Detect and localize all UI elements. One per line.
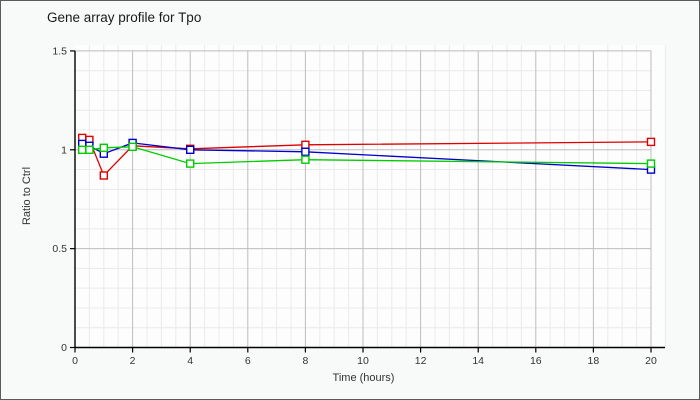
series-green-marker	[185, 159, 195, 168]
chart-title: Gene array profile for Tpo	[47, 10, 202, 25]
y-tick-label: 1.5	[52, 45, 67, 57]
y-tick-label: 0.5	[52, 243, 67, 255]
x-axis-label: Time (hours)	[332, 372, 395, 384]
series-green-marker	[85, 145, 94, 155]
x-tick-label: 8	[302, 355, 308, 367]
y-axis-label: Ratio to Ctrl	[21, 166, 33, 226]
x-tick-label: 10	[357, 355, 369, 367]
x-tick-label: 16	[530, 355, 542, 367]
y-tick-label: 1	[61, 144, 67, 156]
series-green-marker	[128, 142, 137, 152]
series-green-marker	[301, 155, 310, 164]
series-green-marker	[99, 143, 109, 153]
x-tick-label: 2	[130, 355, 136, 367]
x-tick-label: 4	[187, 355, 193, 367]
series-red-marker	[646, 137, 656, 147]
x-tick-label: 20	[645, 355, 657, 367]
series-blue-marker	[301, 147, 310, 157]
x-tick-label: 12	[415, 355, 427, 367]
plot-area	[75, 45, 665, 348]
x-tick-label: 14	[472, 355, 484, 367]
x-tick-label: 6	[245, 355, 251, 367]
series-red-marker	[99, 171, 109, 180]
series-red-marker	[301, 140, 310, 150]
series-blue-marker	[185, 145, 195, 155]
y-tick-label: 0	[61, 342, 67, 354]
series-green-marker	[646, 159, 656, 168]
x-tick-label: 18	[588, 355, 600, 367]
x-tick-label: 0	[72, 355, 78, 367]
series-green-marker	[77, 145, 87, 155]
